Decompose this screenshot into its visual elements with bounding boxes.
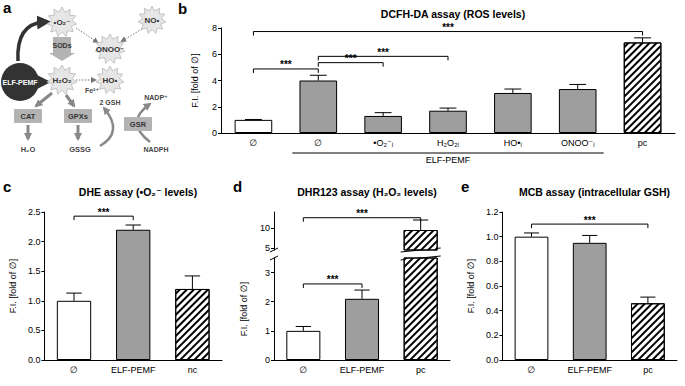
svg-text:d: d xyxy=(233,178,242,195)
svg-text:H₂O: H₂O xyxy=(21,145,36,154)
svg-text:NADPH: NADPH xyxy=(144,146,169,153)
svg-text:MCB assay (intracellular GSH): MCB assay (intracellular GSH) xyxy=(519,186,670,198)
svg-text:∅: ∅ xyxy=(299,365,307,375)
svg-text:***: *** xyxy=(280,59,292,70)
svg-text:0.0: 0.0 xyxy=(486,355,499,365)
svg-text:ELF-PEMF: ELF-PEMF xyxy=(3,79,39,86)
svg-text:H₂O₂ᵢ: H₂O₂ᵢ xyxy=(437,138,459,148)
svg-text:∅: ∅ xyxy=(70,365,78,375)
svg-text:GSSG: GSSG xyxy=(69,145,91,154)
svg-text:***: *** xyxy=(584,215,596,226)
svg-text:Fe²⁺: Fe²⁺ xyxy=(85,87,100,94)
svg-text:ONOO⁻: ONOO⁻ xyxy=(96,45,125,54)
svg-text:1: 1 xyxy=(265,326,270,336)
svg-text:1.0: 1.0 xyxy=(28,296,41,306)
svg-text:0.6: 0.6 xyxy=(486,281,499,291)
svg-text:CAT: CAT xyxy=(21,112,36,121)
svg-text:1.0: 1.0 xyxy=(486,232,499,242)
svg-text:DHE assay (•O₂⁻ levels): DHE assay (•O₂⁻ levels) xyxy=(79,186,197,198)
svg-text:***: *** xyxy=(377,47,389,58)
svg-text:∅: ∅ xyxy=(250,138,258,148)
svg-text:0.8: 0.8 xyxy=(486,256,499,266)
svg-text:***: *** xyxy=(98,207,110,218)
svg-text:∅: ∅ xyxy=(314,138,322,148)
svg-text:H₂O₂: H₂O₂ xyxy=(52,76,72,85)
svg-text:DCFH-DA assay (ROS levels): DCFH-DA assay (ROS levels) xyxy=(381,8,525,20)
svg-text:F.I. [fold of ∅]: F.I. [fold of ∅] xyxy=(190,53,200,107)
svg-text:4: 4 xyxy=(212,76,217,86)
svg-text:•O₂⁻ᵢ: •O₂⁻ᵢ xyxy=(373,138,393,148)
svg-text:b: b xyxy=(178,0,187,17)
svg-text:5: 5 xyxy=(265,243,270,253)
svg-text:c: c xyxy=(3,178,11,195)
svg-text:1.5: 1.5 xyxy=(28,266,41,276)
svg-text:e: e xyxy=(461,178,469,195)
svg-text:3: 3 xyxy=(265,268,270,278)
svg-text:GSR: GSR xyxy=(130,120,147,129)
svg-text:pc: pc xyxy=(638,138,648,148)
svg-text:∅: ∅ xyxy=(528,365,536,375)
svg-text:***: *** xyxy=(356,208,368,219)
svg-text:ELF-PEMF: ELF-PEMF xyxy=(340,365,385,375)
svg-text:HO•ᵢ: HO•ᵢ xyxy=(504,138,522,148)
svg-text:2.0: 2.0 xyxy=(28,237,41,247)
svg-text:0.2: 0.2 xyxy=(486,330,499,340)
svg-text:ONOO⁻ᵢ: ONOO⁻ᵢ xyxy=(561,138,595,148)
svg-text:2: 2 xyxy=(212,102,217,112)
svg-text:a: a xyxy=(3,0,12,16)
svg-text:HO•: HO• xyxy=(103,76,118,85)
svg-text:GPXs: GPXs xyxy=(68,112,88,121)
svg-text:nc: nc xyxy=(188,365,198,375)
svg-text:ELF-PEMF: ELF-PEMF xyxy=(111,365,156,375)
svg-text:***: *** xyxy=(327,274,339,285)
svg-text:NO•: NO• xyxy=(145,16,160,25)
svg-text:2.5: 2.5 xyxy=(28,207,41,217)
svg-text:ELF-PEMF: ELF-PEMF xyxy=(426,155,471,165)
svg-text:NADP⁺: NADP⁺ xyxy=(144,94,168,101)
svg-text:2 GSH: 2 GSH xyxy=(99,99,120,106)
svg-text:F.I. [fold of ∅]: F.I. [fold of ∅] xyxy=(239,282,249,336)
svg-text:0: 0 xyxy=(212,128,217,138)
svg-text:0: 0 xyxy=(265,355,270,365)
svg-text:SODs: SODs xyxy=(52,42,71,49)
svg-text:F.I. [fold of ∅]: F.I. [fold of ∅] xyxy=(466,259,476,313)
svg-text:0.0: 0.0 xyxy=(28,355,41,365)
svg-text:8: 8 xyxy=(212,23,217,33)
svg-text:F.I. [fold of ∅]: F.I. [fold of ∅] xyxy=(8,259,18,313)
svg-text:0.5: 0.5 xyxy=(28,325,41,335)
svg-text:pc: pc xyxy=(416,365,426,375)
svg-text:***: *** xyxy=(345,53,357,64)
svg-text:10: 10 xyxy=(260,223,270,233)
svg-text:***: *** xyxy=(442,22,454,33)
svg-text:2: 2 xyxy=(265,297,270,307)
svg-text:6: 6 xyxy=(212,49,217,59)
svg-text:pc: pc xyxy=(643,365,653,375)
svg-text:•O₂⁻: •O₂⁻ xyxy=(54,18,71,27)
svg-text:ELF-PEMF: ELF-PEMF xyxy=(567,365,612,375)
svg-text:1.2: 1.2 xyxy=(486,207,499,217)
svg-text:DHR123 assay (H₂O₂ levels): DHR123 assay (H₂O₂ levels) xyxy=(297,186,436,198)
svg-text:0.4: 0.4 xyxy=(486,306,499,316)
